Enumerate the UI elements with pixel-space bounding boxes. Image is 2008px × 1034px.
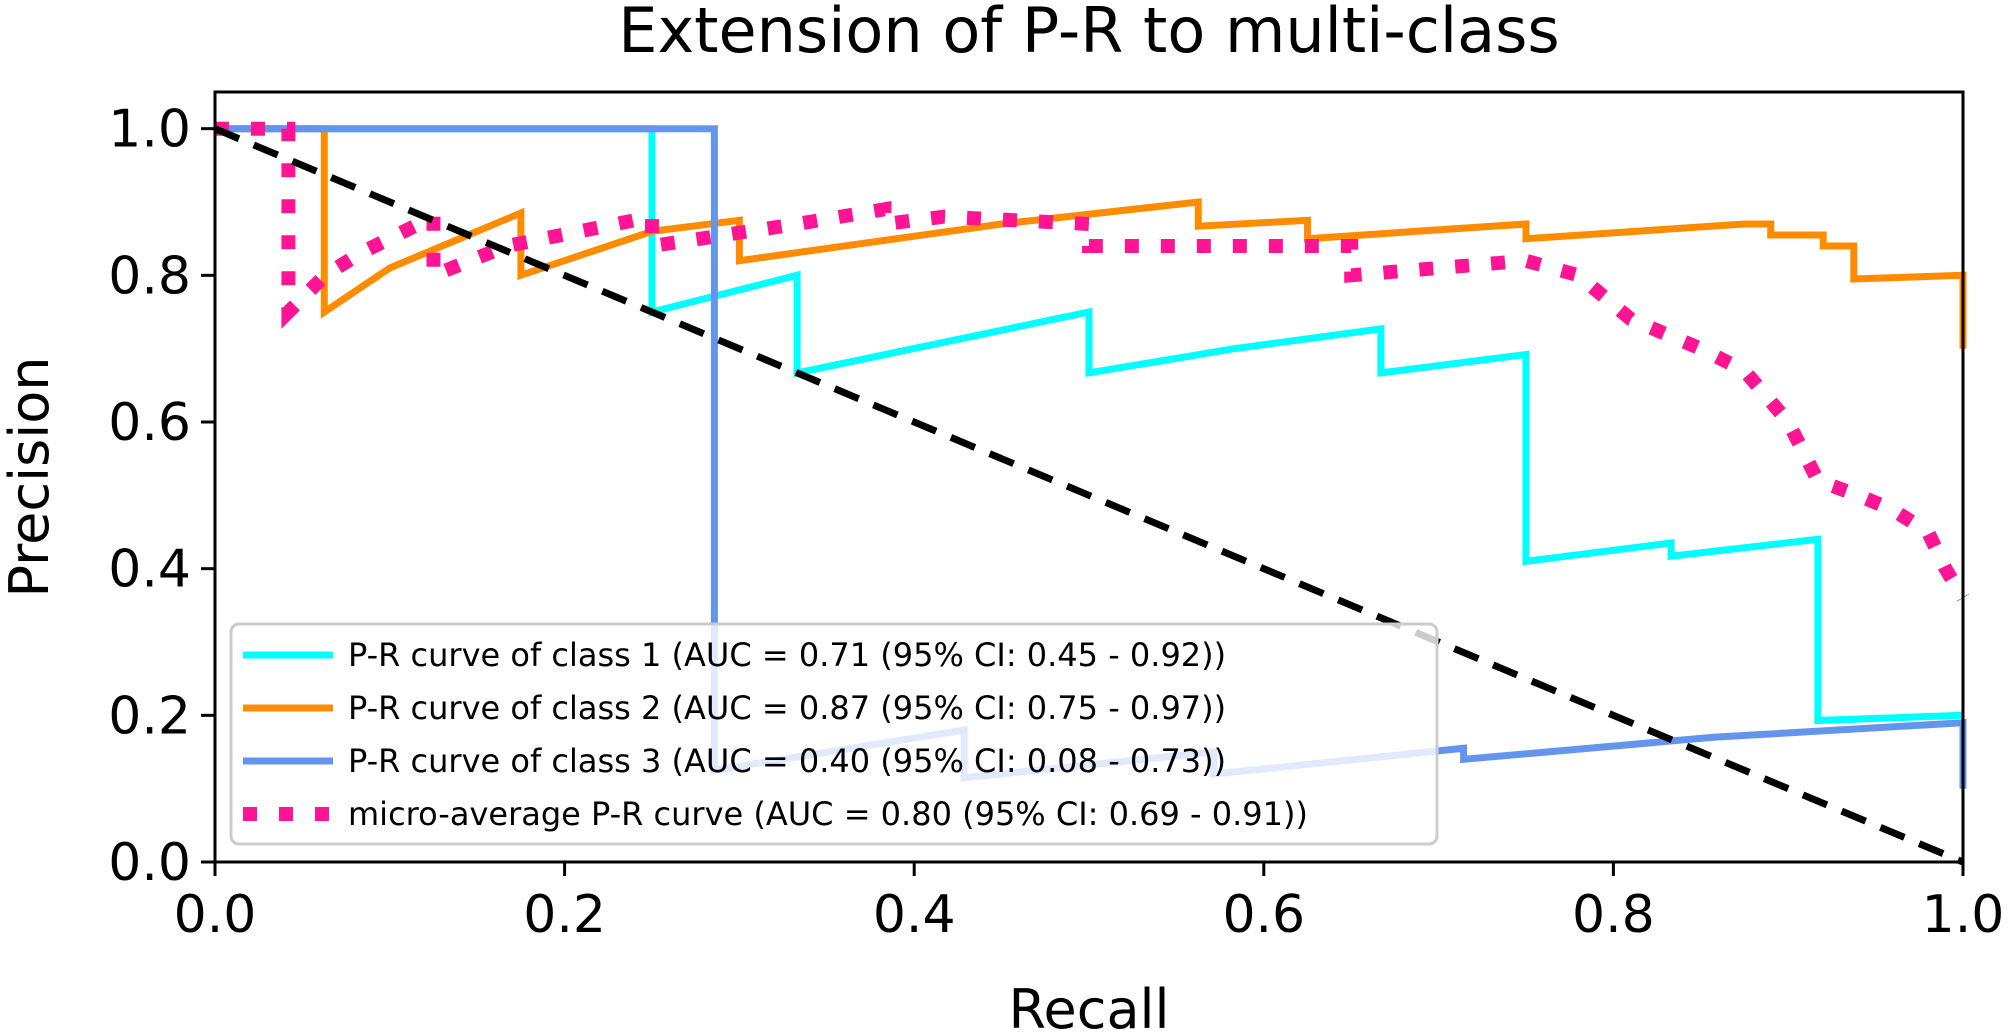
y-tick-label: 0.6: [108, 393, 191, 453]
legend-label-1: P-R curve of class 1 (AUC = 0.71 (95% CI…: [348, 636, 1226, 674]
y-tick-label: 0.8: [108, 246, 191, 306]
x-tick-label: 0.8: [1572, 885, 1655, 945]
x-tick-label: 0.4: [873, 885, 956, 945]
x-tick-label: 1.0: [1922, 885, 2005, 945]
legend-label-4: micro-average P-R curve (AUC = 0.80 (95%…: [348, 795, 1308, 833]
chart-title: Extension of P-R to multi-class: [618, 0, 1559, 67]
y-tick-label: 0.4: [108, 540, 191, 600]
legend: P-R curve of class 1 (AUC = 0.71 (95% CI…: [229, 622, 1439, 846]
axis-ticks: 0.0 0.2 0.4 0.6 0.8 1.0 0.0 0.2 0.4 0.6 0.8 1.0: [108, 100, 2004, 945]
plot-frame: [213, 90, 1965, 864]
y-tick-label: 0.0: [108, 833, 191, 893]
x-tick-label: 0.0: [174, 885, 257, 945]
legend-items: P-R curve of class 1 (AUC = 0.71 (95% CI…: [243, 636, 1308, 833]
legend-box: [229, 622, 1439, 846]
y-axis-label: Precision: [0, 357, 61, 598]
legend-label-3: P-R curve of class 3 (AUC = 0.40 (95% CI…: [348, 742, 1226, 780]
x-axis-label: Recall: [1008, 978, 1169, 1034]
x-tick-label: 0.6: [1222, 885, 1305, 945]
series-line-2: [215, 125, 1967, 349]
y-tick-label: 1.0: [108, 100, 191, 160]
x-tick-label: 0.2: [523, 885, 606, 945]
series-line-4: [215, 121, 1970, 602]
legend-label-2: P-R curve of class 2 (AUC = 0.87 (95% CI…: [348, 689, 1226, 727]
y-tick-label: 0.2: [108, 686, 191, 746]
series-line-1: [215, 125, 1964, 725]
reference-diagonal-line: [213, 125, 1965, 866]
